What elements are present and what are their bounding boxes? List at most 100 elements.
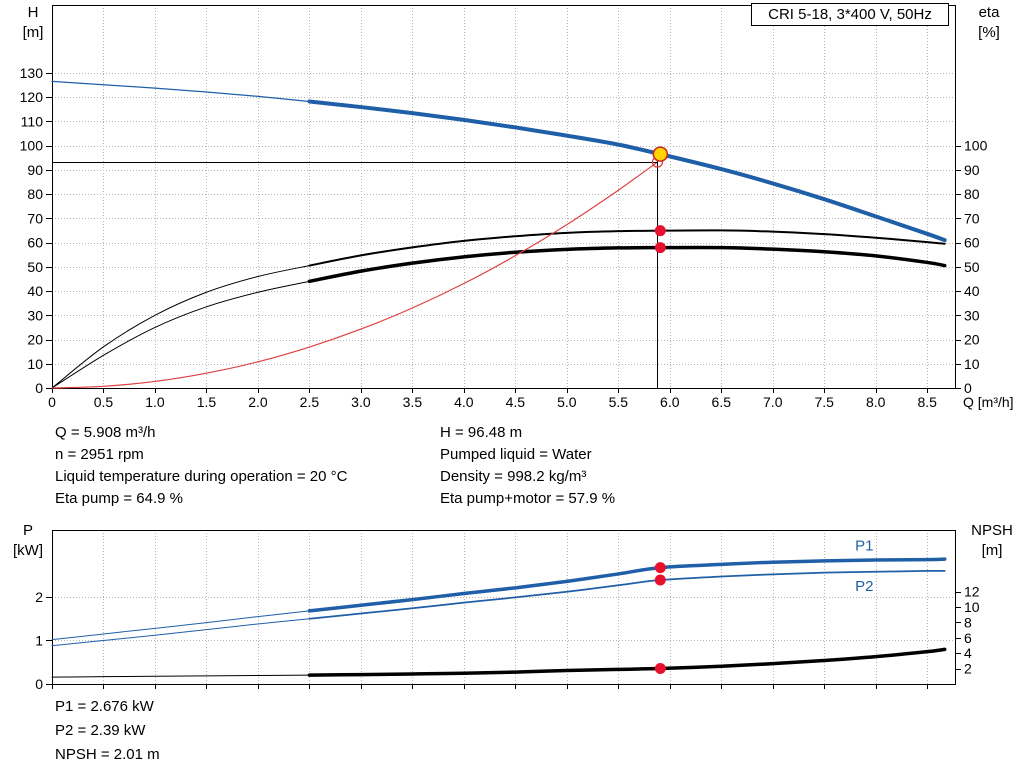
svg-text:50: 50 [27,259,43,275]
info-head: H = 96.48 m [440,424,523,441]
info-speed: n = 2951 rpm [55,446,144,463]
npsh-axis-label-line1: NPSH [971,522,1013,539]
info-flow: Q = 5.908 m³/h [55,424,156,441]
svg-text:8.5: 8.5 [917,394,937,410]
svg-text:40: 40 [27,283,43,299]
axis-ticks [46,73,961,393]
svg-text:0: 0 [35,676,43,692]
svg-text:1: 1 [35,632,43,648]
svg-text:5.5: 5.5 [609,394,629,410]
svg-text:2.5: 2.5 [300,394,320,410]
info-p1: P1 = 2.676 kW [55,698,154,715]
svg-text:70: 70 [27,210,43,226]
npsh-axis-label-line2: [m] [981,542,1003,559]
svg-text:4.0: 4.0 [454,394,474,410]
p1-point [654,562,666,574]
npsh-curve [307,647,947,677]
svg-text:120: 120 [20,89,44,105]
svg-text:30: 30 [27,307,43,323]
svg-text:80: 80 [27,186,43,202]
p2-curve-lead [51,618,310,647]
power-info: P1 = 2.676 kW P2 = 2.39 kW NPSH = 2.01 m [55,695,160,767]
svg-text:10: 10 [964,599,980,615]
p2-label: P2 [855,578,873,595]
svg-text:80: 80 [964,186,980,202]
p-axis-label: P [kW] [5,521,51,561]
eta-pump-motor-curve [307,245,947,284]
npsh-point [654,663,666,675]
svg-text:0: 0 [48,394,56,410]
svg-text:1.0: 1.0 [145,394,165,410]
svg-text:0: 0 [35,380,43,396]
svg-text:90: 90 [964,162,980,178]
series-layer [51,80,947,389]
svg-text:30: 30 [964,307,980,323]
plot-border [52,5,956,389]
p1-label: P1 [855,537,873,554]
eta-axis-label-line2: [%] [978,24,1000,41]
eta-axis-label-line1: eta [978,4,1000,21]
svg-text:1.5: 1.5 [197,394,217,410]
svg-text:2: 2 [964,661,972,677]
x-axis-unit-label: Q [m³/h] [963,394,1014,410]
svg-text:5.0: 5.0 [557,394,577,410]
h-axis-label-line2: [m] [22,24,44,41]
system-curve [51,161,659,389]
info-eta-pump-motor: Eta pump+motor = 57.9 % [440,490,616,507]
svg-text:10: 10 [964,356,980,372]
p1-curve-lead [51,610,310,641]
svg-text:6: 6 [964,630,972,646]
info-eta-pump: Eta pump = 64.9 % [55,490,183,507]
svg-text:20: 20 [27,332,43,348]
npsh-curve-lead [51,674,310,678]
head-curve [307,99,947,243]
svg-text:130: 130 [20,65,44,81]
svg-text:3.0: 3.0 [351,394,371,410]
svg-text:12: 12 [964,584,980,600]
svg-text:6.0: 6.0 [660,394,680,410]
pump-type-box: CRI 5-18, 3*400 V, 50Hz [751,3,949,26]
p1-curve [307,557,947,613]
svg-text:4: 4 [964,645,972,661]
svg-text:70: 70 [964,210,980,226]
svg-text:7.5: 7.5 [815,394,835,410]
p2-curve [308,569,946,620]
p2-point [654,574,666,586]
svg-text:100: 100 [964,138,988,154]
svg-text:2.0: 2.0 [248,394,268,410]
svg-text:60: 60 [964,235,980,251]
series-layer [51,557,947,678]
svg-text:10: 10 [27,356,43,372]
svg-text:8: 8 [964,614,972,630]
eta-pump-curve [308,229,946,267]
svg-text:20: 20 [964,332,980,348]
duty-point [652,146,669,162]
svg-text:3.5: 3.5 [403,394,423,410]
grid-lines [52,5,955,388]
eta-pump-motor-curve-lead [51,280,310,389]
tick-labels: 0 0.5 1.0 1.5 2.0 2.5 3.0 3.5 4.0 4.5 5.0 5.5 6.0 6.5… [20,65,1014,410]
eta-axis-label: eta [%] [967,3,1011,43]
svg-text:100: 100 [20,138,44,154]
svg-text:0.5: 0.5 [94,394,114,410]
svg-text:2: 2 [35,589,43,605]
eta-pump-motor-point [654,242,666,254]
p-axis-label-line1: P [22,522,33,539]
axis-ticks [46,592,961,689]
info-density: Density = 998.2 kg/m³ [440,468,587,485]
info-pumped-liquid: Pumped liquid = Water [440,446,592,463]
info-npsh: NPSH = 2.01 m [55,746,160,763]
grid-lines [52,530,955,684]
svg-text:8.0: 8.0 [866,394,886,410]
svg-text:90: 90 [27,162,43,178]
p-axis-label-line2: [kW] [13,542,43,559]
operating-info-right: H = 96.48 m Pumped liquid = Water Densit… [440,422,615,510]
info-p2: P2 = 2.39 kW [55,722,146,739]
head-curve-lead [51,80,311,103]
eta-pump-curve-lead [51,265,310,389]
svg-text:4.5: 4.5 [506,394,526,410]
info-liquid-temperature: Liquid temperature during operation = 20… [55,468,348,485]
